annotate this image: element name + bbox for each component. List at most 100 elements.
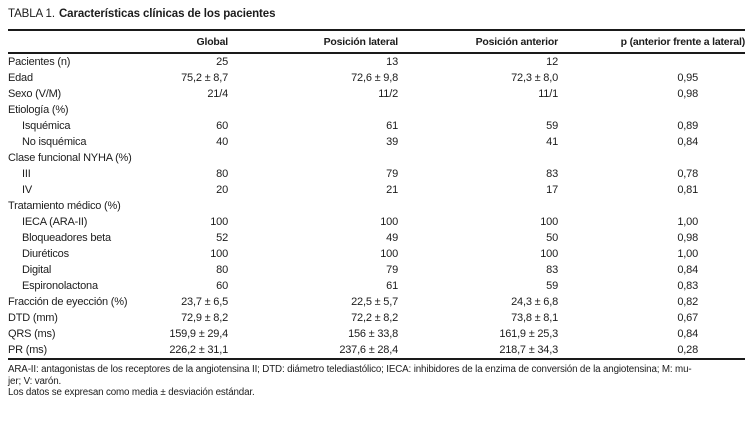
clinical-characteristics-table: Global Posición lateral Posición anterio…: [8, 31, 745, 358]
table-caption: Características clínicas de los paciente…: [58, 8, 276, 20]
row-label: III: [22, 168, 31, 180]
header-row: Global Posición lateral Posición anterio…: [8, 31, 745, 54]
table-row: Digital 80 79 83 0,84: [8, 262, 745, 278]
row-label: QRS (ms): [8, 328, 56, 340]
cell-value: 75,2 ± 8,7: [181, 72, 228, 84]
cell-value: 1,00: [677, 216, 698, 228]
cell-value: 61: [386, 280, 398, 292]
table-row: Pacientes (n) 25 13 12: [8, 53, 745, 70]
cell-value: [236, 102, 406, 118]
cell-value: 156 ± 33,8: [348, 328, 398, 340]
cell-value: [160, 150, 236, 166]
cell-value: 161,9 ± 25,3: [499, 328, 558, 340]
cell-value: 39: [386, 136, 398, 148]
row-label: Etiología (%): [8, 104, 69, 116]
cell-value: [566, 150, 745, 166]
row-label: Tratamiento médico (%): [8, 200, 121, 212]
table-page: TABLA 1. Características clínicas de los …: [8, 8, 745, 398]
cell-value: 83: [546, 168, 558, 180]
cell-value: 100: [210, 216, 228, 228]
row-label: Bloqueadores beta: [22, 232, 111, 244]
cell-value: 73,8 ± 8,1: [511, 312, 558, 324]
table-body: Pacientes (n) 25 13 12 Edad 75,2 ± 8,7 72,6 ± …: [8, 53, 745, 358]
header-global: Global: [160, 31, 236, 54]
cell-value: 21: [386, 184, 398, 196]
cell-value: 0,28: [677, 344, 698, 356]
cell-value: [406, 102, 566, 118]
cell-value: 50: [546, 232, 558, 244]
cell-value: 60: [216, 280, 228, 292]
cell-value: [236, 150, 406, 166]
cell-value: 0,84: [677, 136, 698, 148]
bottom-rule: [8, 358, 745, 360]
cell-value: 0,82: [677, 296, 698, 308]
cell-value: 100: [380, 248, 398, 260]
cell-value: 0,89: [677, 120, 698, 132]
cell-value: 0,67: [677, 312, 698, 324]
cell-value: 52: [216, 232, 228, 244]
cell-value: 159,9 ± 29,4: [169, 328, 228, 340]
cell-value: 49: [386, 232, 398, 244]
cell-value: 0,98: [677, 88, 698, 100]
cell-value: 0,83: [677, 280, 698, 292]
row-label: Espironolactona: [22, 280, 98, 292]
row-label: DTD (mm): [8, 312, 58, 324]
cell-value: [566, 198, 745, 214]
cell-value: 0,84: [677, 328, 698, 340]
table-row: Fracción de eyección (%) 23,7 ± 6,5 22,5 ±…: [8, 294, 745, 310]
cell-value: 21/4: [207, 88, 228, 100]
table-title: TABLA 1. Características clínicas de los …: [8, 8, 745, 20]
cell-value: 0,84: [677, 264, 698, 276]
table-row: IECA (ARA-II) 100 100 100 1,00: [8, 214, 745, 230]
cell-value: 17: [546, 184, 558, 196]
cell-value: 61: [386, 120, 398, 132]
table-row: QRS (ms) 159,9 ± 29,4 156 ± 33,8 161,9 ± 25…: [8, 326, 745, 342]
cell-value: 0,98: [677, 232, 698, 244]
row-label: Sexo (V/M): [8, 88, 62, 100]
row-label: Isquémica: [22, 120, 71, 132]
row-label: Diuréticos: [22, 248, 69, 260]
top-rule: [8, 29, 745, 31]
footnote-line: jer; V: varón.: [8, 375, 62, 387]
table-row: Tratamiento médico (%): [8, 198, 745, 214]
table-row: Sexo (V/M) 21/4 11/2 11/1 0,98: [8, 86, 745, 102]
cell-value: [160, 198, 236, 214]
cell-value: 100: [540, 248, 558, 260]
table-row: III 80 79 83 0,78: [8, 166, 745, 182]
cell-value: 60: [216, 120, 228, 132]
cell-value: 72,2 ± 8,2: [351, 312, 398, 324]
row-label: No isquémica: [22, 136, 87, 148]
table-row: Diuréticos 100 100 100 1,00: [8, 246, 745, 262]
cell-value: 11/1: [538, 88, 558, 100]
cell-value: 72,6 ± 9,8: [351, 72, 398, 84]
cell-value: 20: [216, 184, 228, 196]
cell-value: 80: [216, 168, 228, 180]
row-label: IV: [22, 184, 32, 196]
cell-value: 59: [546, 280, 558, 292]
table-row: Espironolactona 60 61 59 0,83: [8, 278, 745, 294]
header-p-value: p (anterior frente a lateral): [566, 31, 745, 54]
cell-value: 22,5 ± 5,7: [351, 296, 398, 308]
cell-value: 1,00: [677, 248, 698, 260]
cell-value: 83: [546, 264, 558, 276]
footnote-line: ARA-II: antagonistas de los receptores d…: [8, 364, 692, 375]
cell-value: [406, 150, 566, 166]
cell-value: 80: [216, 264, 228, 276]
cell-value: 72,9 ± 8,2: [181, 312, 228, 324]
table-row: Clase funcional NYHA (%): [8, 150, 745, 166]
row-label: Edad: [8, 72, 33, 84]
row-label: Digital: [22, 264, 52, 276]
cell-value: 72,3 ± 8,0: [511, 72, 558, 84]
header-posicion-anterior: Posición anterior: [406, 31, 566, 54]
cell-value: 0,95: [677, 72, 698, 84]
table-row: Edad 75,2 ± 8,7 72,6 ± 9,8 72,3 ± 8,0 0,95: [8, 70, 745, 86]
cell-value: 24,3 ± 6,8: [511, 296, 558, 308]
cell-value: [160, 102, 236, 118]
cell-value: [566, 53, 745, 70]
cell-value: [236, 198, 406, 214]
table-header: Global Posición lateral Posición anterio…: [8, 31, 745, 54]
table-row: DTD (mm) 72,9 ± 8,2 72,2 ± 8,2 73,8 ± 8,1 0,…: [8, 310, 745, 326]
header-posicion-lateral: Posición lateral: [236, 31, 406, 54]
cell-value: 100: [380, 216, 398, 228]
cell-value: 237,6 ± 28,4: [339, 344, 398, 356]
